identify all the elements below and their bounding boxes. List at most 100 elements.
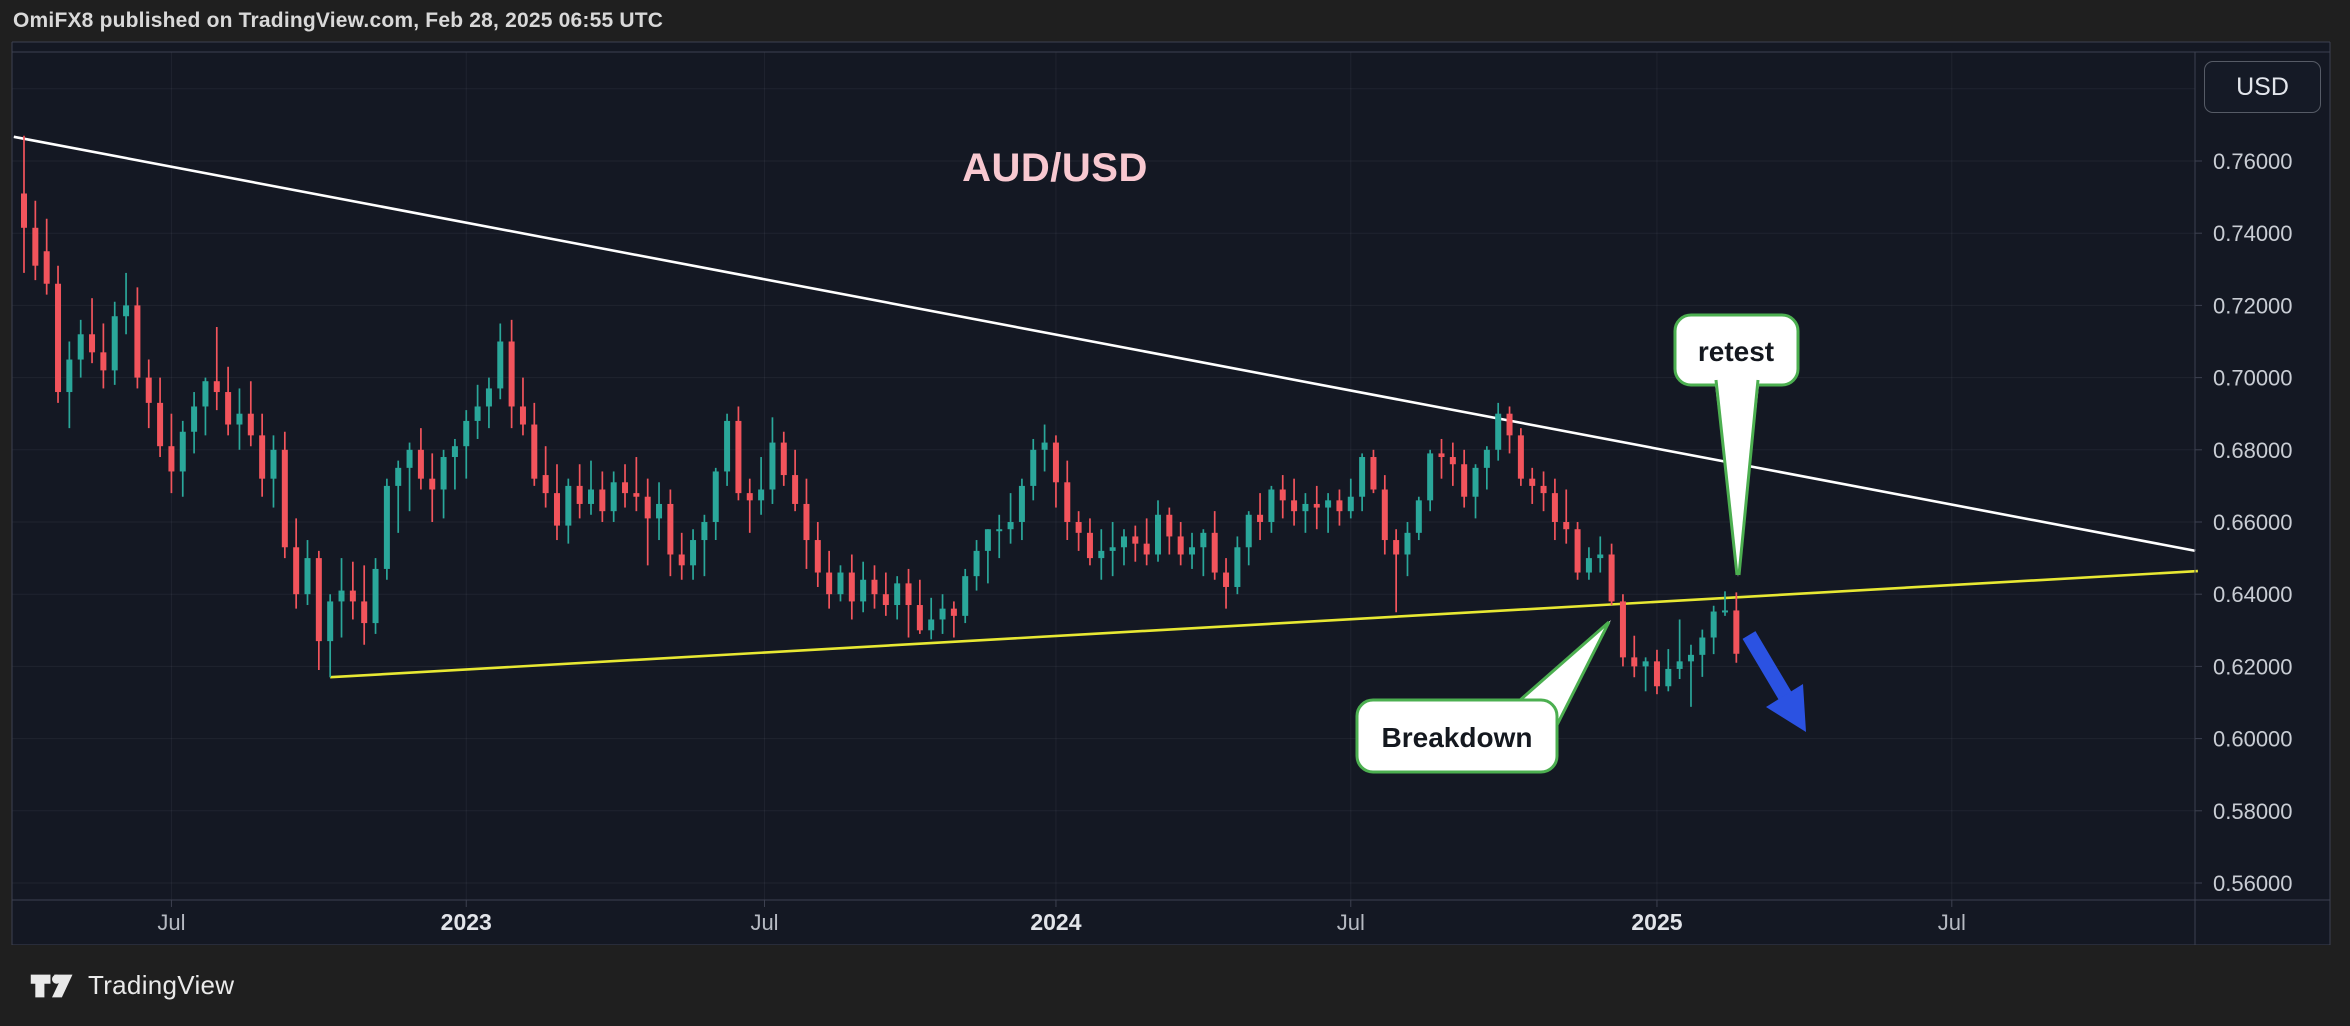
candle-body xyxy=(826,572,833,595)
candle-body xyxy=(1597,554,1604,559)
candle-body xyxy=(157,402,164,447)
candle-body xyxy=(270,449,277,479)
tradingview-logo-icon[interactable] xyxy=(30,970,74,1002)
retest-pointer xyxy=(1714,376,1760,577)
candle-body xyxy=(1665,668,1672,687)
candle-body xyxy=(735,420,742,494)
candle-body xyxy=(1404,532,1411,555)
candle-body xyxy=(576,485,583,504)
candle-body xyxy=(1710,611,1717,638)
candle-body xyxy=(1585,558,1592,573)
price-axis-label[interactable]: 0.64000 xyxy=(2213,582,2293,607)
candle-body xyxy=(55,283,62,393)
chart-plot[interactable]: 0.76000 0.74000 0.72000 0.70000 0.68000 0.660… xyxy=(11,41,2331,946)
candle-body xyxy=(1064,482,1071,522)
retest-label: retest xyxy=(1698,336,1774,367)
candle-body xyxy=(1030,449,1037,486)
candle-body xyxy=(860,579,867,602)
candle-body xyxy=(293,547,300,595)
price-axis-label[interactable]: 0.72000 xyxy=(2213,293,2293,318)
candle-body xyxy=(1279,489,1286,501)
candle-body xyxy=(179,431,186,472)
candle-body xyxy=(1427,453,1434,501)
ascending-support[interactable] xyxy=(330,569,2198,679)
candle-body xyxy=(1699,637,1706,655)
candle-body xyxy=(542,475,549,494)
candle-body xyxy=(1653,661,1660,687)
candle-body xyxy=(304,558,311,595)
candle-body xyxy=(1393,540,1400,555)
price-axis-label[interactable]: 0.66000 xyxy=(2213,510,2293,535)
candle-body xyxy=(656,503,663,519)
price-axis-label[interactable]: 0.70000 xyxy=(2213,366,2293,391)
time-axis-label[interactable]: Jul xyxy=(1938,910,1966,935)
retest-pointer-edge xyxy=(1737,379,1760,576)
candle-body xyxy=(1551,493,1558,522)
candle-body xyxy=(622,482,629,494)
candle-body xyxy=(247,413,254,436)
candle-body xyxy=(349,590,356,602)
candle-body xyxy=(973,550,980,577)
price-axis-label[interactable]: 0.60000 xyxy=(2213,727,2293,752)
candle-body xyxy=(1608,554,1615,602)
breakdown-pointer-edge xyxy=(1518,620,1610,703)
candle-body xyxy=(440,457,447,490)
descending-resistance[interactable] xyxy=(13,135,2196,553)
time-axis-label[interactable]: Jul xyxy=(157,910,185,935)
publish-info-text: OmiFX8 published on TradingView.com, Feb… xyxy=(13,9,664,32)
candle-body xyxy=(905,583,912,606)
price-axis-label[interactable]: 0.76000 xyxy=(2213,149,2293,174)
candle-body xyxy=(1517,435,1524,479)
price-axis-label[interactable]: 0.68000 xyxy=(2213,438,2293,463)
candle-body xyxy=(871,579,878,595)
candle-body xyxy=(1155,514,1161,555)
candle-body xyxy=(1257,514,1264,522)
candle-body xyxy=(32,227,39,266)
candle-body xyxy=(281,449,288,548)
candle-body xyxy=(1733,610,1740,654)
time-axis-label[interactable]: 2023 xyxy=(441,909,492,935)
price-axis-label[interactable]: 0.62000 xyxy=(2213,654,2293,679)
candle-body xyxy=(497,341,504,389)
time-axis-label[interactable]: 2024 xyxy=(1030,909,1081,935)
price-axis-label[interactable]: 0.74000 xyxy=(2213,221,2293,246)
candle-body xyxy=(678,554,685,566)
candle-body xyxy=(588,489,594,504)
candle-body xyxy=(1177,536,1184,555)
candle-body xyxy=(1461,464,1468,497)
candle-body xyxy=(1245,514,1252,548)
candle-body xyxy=(553,493,560,526)
candle-body xyxy=(1098,550,1105,559)
candle-body xyxy=(1234,547,1241,587)
annotation-retest: retest xyxy=(1673,313,1800,577)
candle-body xyxy=(1415,500,1422,533)
candle-body xyxy=(950,608,957,616)
candle-body xyxy=(21,193,27,228)
candle-body xyxy=(225,392,232,425)
candle-body xyxy=(1291,500,1298,512)
currency-button[interactable]: USD xyxy=(2204,61,2321,113)
candle-body xyxy=(485,388,492,407)
breakdown-pointer-edge xyxy=(1554,621,1611,728)
candle-body xyxy=(1166,514,1173,537)
price-axis-label[interactable]: 0.58000 xyxy=(2213,799,2293,824)
candle-body xyxy=(1041,442,1048,450)
candle-body xyxy=(882,594,889,606)
candle-body xyxy=(361,601,368,624)
candle-body xyxy=(1086,532,1093,559)
time-axis-label[interactable]: Jul xyxy=(1337,910,1365,935)
price-axis-label[interactable]: 0.56000 xyxy=(2213,871,2293,896)
tradingview-brand-text[interactable]: TradingView xyxy=(88,970,235,1000)
candle-body xyxy=(928,619,935,631)
candle-body xyxy=(429,478,436,490)
candle-body xyxy=(814,540,821,573)
time-axis-label[interactable]: 2025 xyxy=(1631,909,1682,935)
candle-body xyxy=(837,572,844,595)
candle-body xyxy=(599,489,606,512)
candle-body xyxy=(1619,601,1626,658)
time-axis-label[interactable]: Jul xyxy=(750,910,778,935)
candle-body xyxy=(667,503,674,555)
candle-body xyxy=(395,467,402,486)
